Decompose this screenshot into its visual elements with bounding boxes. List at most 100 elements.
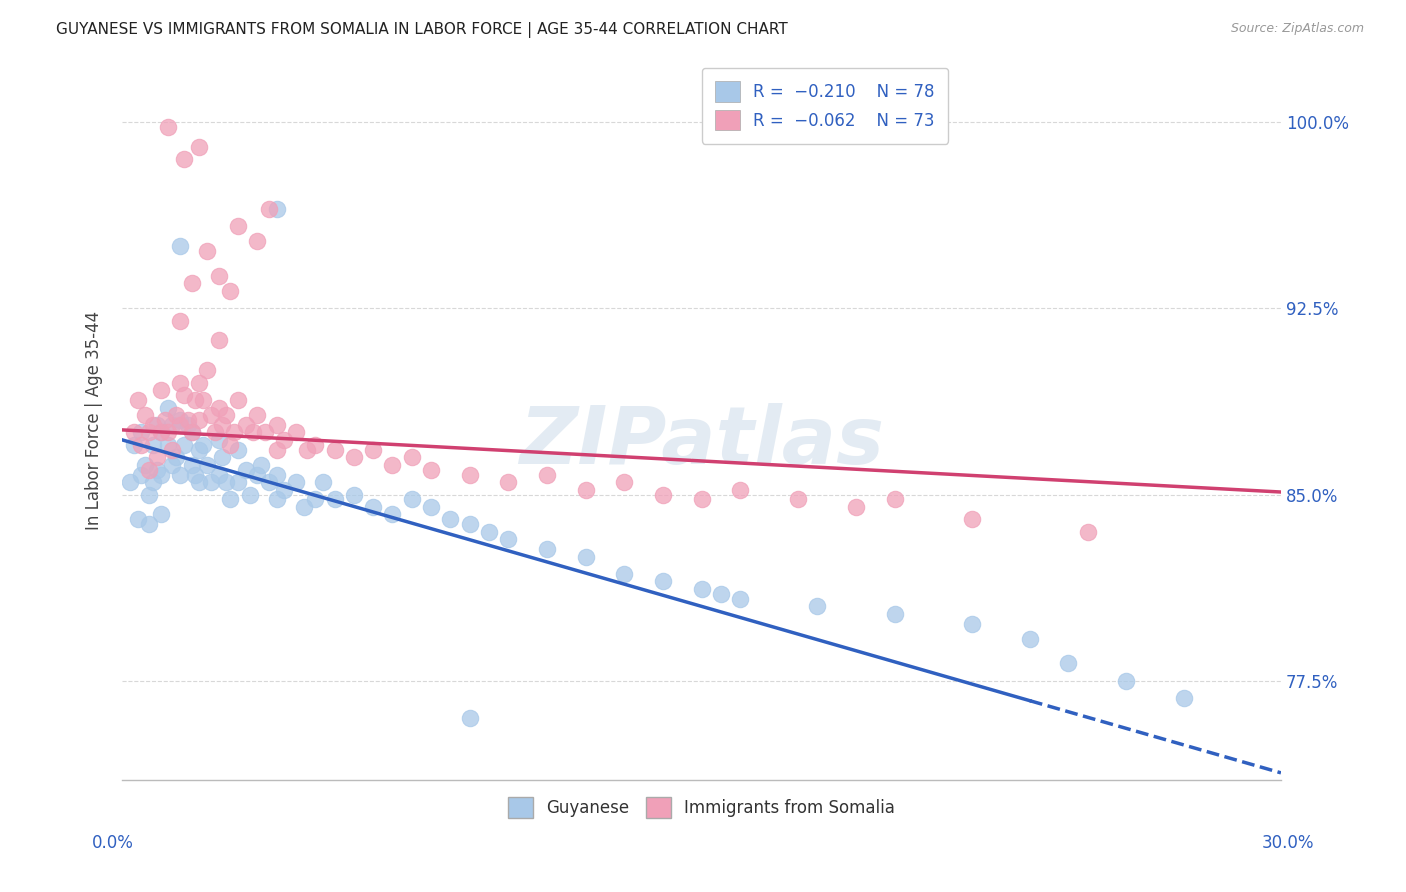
Point (806, 599, 828, 614)
Point (297, 442, 319, 457)
Point (142, 417, 165, 432)
Point (173, 388, 195, 402)
Point (122, 425, 145, 440)
Point (207, 467, 229, 482)
Point (226, 219, 249, 233)
Point (381, 458, 404, 472)
Point (651, 487, 673, 501)
Point (149, 425, 172, 440)
Point (207, 401, 229, 415)
Point (162, 458, 184, 472)
Point (165, 408, 187, 422)
Point (883, 492, 905, 507)
Point (207, 433, 229, 447)
Point (651, 574, 673, 589)
Point (257, 202, 280, 216)
Point (195, 363, 218, 377)
Point (169, 413, 191, 427)
Point (420, 500, 443, 514)
Point (266, 442, 288, 457)
Text: Source: ZipAtlas.com: Source: ZipAtlas.com (1230, 22, 1364, 36)
Text: GUYANESE VS IMMIGRANTS FROM SOMALIA IN LABOR FORCE | AGE 35-44 CORRELATION CHART: GUYANESE VS IMMIGRANTS FROM SOMALIA IN L… (56, 22, 787, 38)
Point (162, 417, 184, 432)
Point (498, 533, 520, 547)
Point (138, 487, 160, 501)
Point (266, 467, 288, 482)
Point (1018, 632, 1040, 646)
Point (361, 442, 384, 457)
Point (188, 475, 211, 489)
Point (226, 393, 249, 408)
Point (184, 393, 207, 408)
Point (266, 492, 288, 507)
Point (312, 475, 335, 489)
Point (458, 517, 481, 532)
Point (787, 492, 810, 507)
Point (253, 425, 276, 440)
Point (149, 508, 172, 522)
Point (235, 463, 257, 477)
Point (401, 492, 423, 507)
Text: ZIPatlas: ZIPatlas (519, 402, 884, 481)
Point (146, 417, 169, 432)
Point (613, 475, 636, 489)
Point (134, 408, 156, 422)
Point (188, 376, 211, 390)
Point (127, 393, 149, 408)
Point (1077, 524, 1099, 539)
Point (169, 467, 191, 482)
Point (323, 442, 346, 457)
Point (226, 475, 249, 489)
Point (1173, 691, 1195, 706)
Point (266, 202, 288, 216)
Point (200, 408, 222, 422)
Point (118, 475, 141, 489)
Point (207, 334, 229, 348)
Point (401, 450, 423, 465)
Point (162, 442, 184, 457)
Point (215, 408, 238, 422)
Point (134, 458, 156, 472)
Point (157, 120, 180, 134)
Point (169, 313, 191, 327)
Point (273, 483, 295, 497)
Point (180, 277, 202, 291)
Point (180, 425, 202, 440)
Point (131, 425, 153, 440)
Point (575, 549, 598, 564)
Point (153, 413, 176, 427)
Point (420, 463, 443, 477)
Point (184, 467, 207, 482)
Point (211, 450, 233, 465)
Point (728, 483, 751, 497)
Point (122, 438, 145, 452)
Point (193, 393, 215, 408)
Point (238, 487, 260, 501)
Legend: Guyanese, Immigrants from Somalia: Guyanese, Immigrants from Somalia (499, 789, 904, 826)
Point (323, 492, 346, 507)
Point (131, 438, 153, 452)
Point (195, 458, 218, 472)
Point (219, 492, 242, 507)
Point (235, 417, 257, 432)
Point (138, 463, 160, 477)
Point (157, 401, 180, 415)
Point (219, 438, 242, 452)
Point (207, 268, 229, 283)
Point (292, 500, 315, 514)
Point (188, 442, 211, 457)
Point (242, 425, 264, 440)
Point (200, 475, 222, 489)
Point (883, 607, 905, 621)
Point (361, 500, 384, 514)
Point (575, 483, 598, 497)
Point (439, 512, 461, 526)
Y-axis label: In Labor Force | Age 35-44: In Labor Force | Age 35-44 (86, 310, 103, 530)
Point (381, 508, 404, 522)
Point (246, 467, 269, 482)
Point (536, 467, 558, 482)
Point (180, 458, 202, 472)
Point (173, 438, 195, 452)
Point (188, 413, 211, 427)
Point (169, 376, 191, 390)
